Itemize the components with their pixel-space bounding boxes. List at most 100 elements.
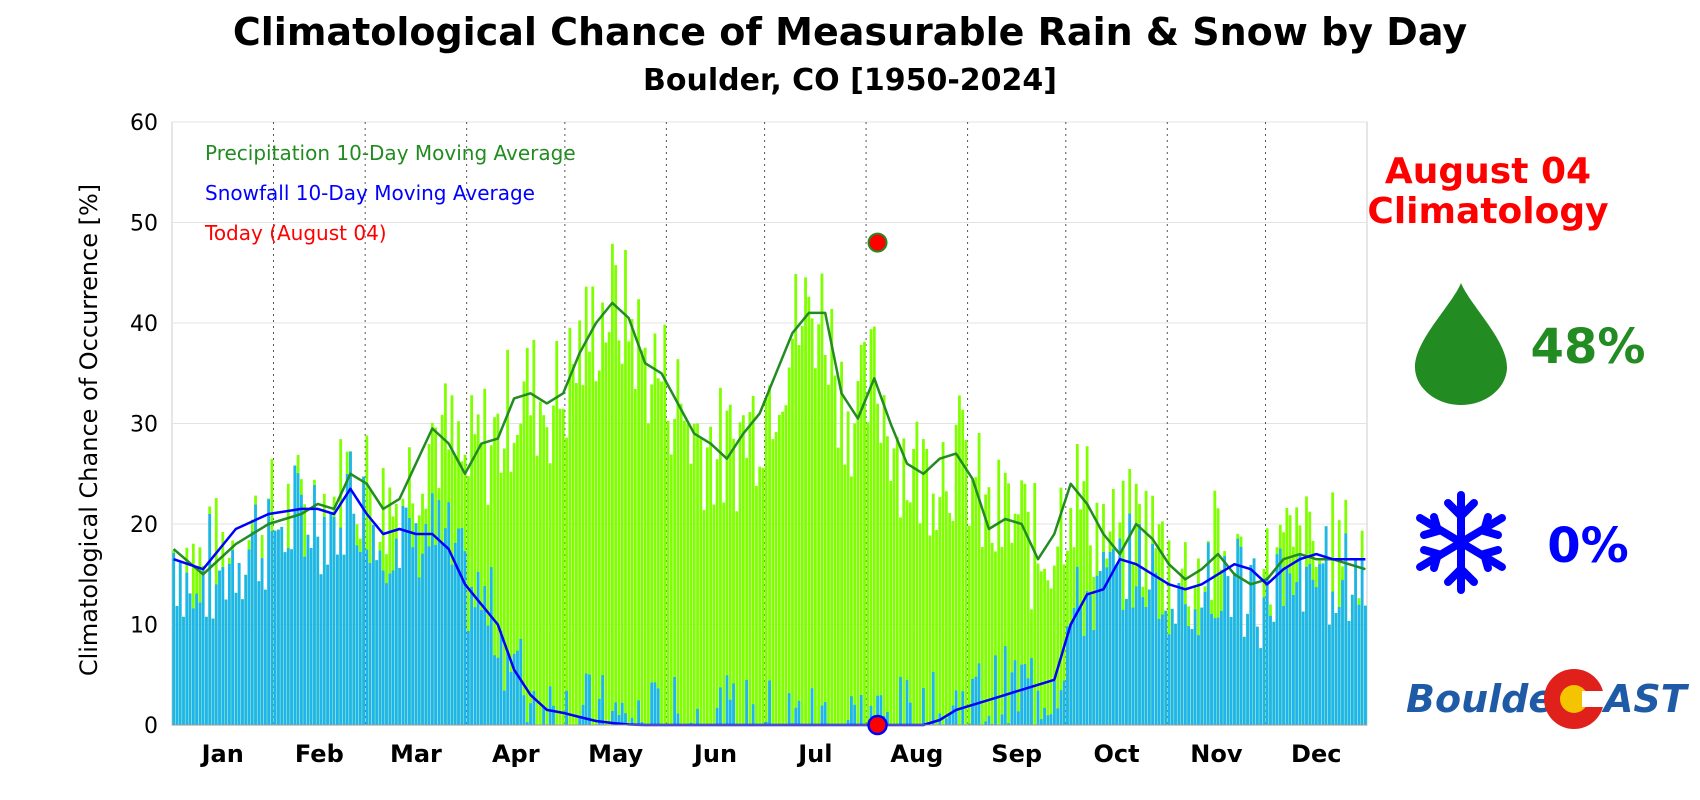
precip-bar (578, 320, 582, 725)
precip-bar (823, 354, 827, 725)
snow-bar (1324, 526, 1328, 725)
axis-layer: 0 10 20 30 40 50 60 Jan Feb Mar Apr May Jun Jul Aug Sep… (130, 111, 1367, 768)
snow-bar (617, 715, 621, 725)
snow-bar (1010, 672, 1014, 725)
precip-bar (892, 448, 896, 725)
snow-bar (1219, 610, 1223, 725)
precip-bar (591, 286, 595, 725)
precip-bar (935, 530, 938, 725)
y-tick-label: 30 (130, 413, 158, 438)
snow-bar (241, 599, 244, 725)
snow-bar (1350, 594, 1354, 725)
snow-bar (381, 570, 385, 725)
precip-bar (692, 423, 696, 725)
precip-bar (987, 487, 991, 725)
precip-bar (470, 395, 474, 725)
snow-bar (1174, 623, 1177, 725)
precip-bar (493, 417, 496, 725)
precip-bar (997, 459, 1001, 725)
snow-bar (408, 518, 411, 725)
precip-bar (709, 426, 713, 725)
precip-bar (800, 325, 804, 725)
snow-bar (414, 523, 418, 725)
snow-bar (208, 513, 212, 725)
snow-bar (1210, 613, 1213, 725)
precip-bar (538, 401, 542, 725)
precip-bar (516, 434, 519, 725)
snow-bar (460, 528, 464, 725)
snow-bar (480, 610, 483, 725)
snow-bar (1262, 597, 1266, 725)
snow-bar (342, 554, 346, 725)
precip-bar (994, 551, 997, 725)
precip-bar (676, 359, 680, 725)
snow-bar (476, 571, 480, 725)
precip-bar (853, 423, 857, 725)
y-tick-label: 10 (130, 614, 158, 639)
precip-bar (889, 480, 893, 725)
snow-bar (637, 700, 640, 725)
snow-bar (352, 513, 356, 725)
precip-bar (948, 512, 952, 725)
snow-bar (172, 553, 176, 725)
panel-heading-label: Climatology (1367, 191, 1608, 232)
precip-bar (895, 436, 899, 725)
snow-bar (725, 675, 729, 725)
snow-bar (859, 694, 863, 725)
snow-bar (1089, 595, 1092, 725)
snow-bar (358, 552, 362, 725)
snow-bar (532, 690, 536, 725)
precip-bar (584, 286, 588, 725)
precip-bar (886, 436, 889, 725)
snow-bar (1360, 559, 1364, 725)
today-markers (867, 232, 888, 736)
snow-bar (676, 713, 680, 725)
x-tick-label: May (588, 740, 643, 768)
snow-bar (502, 690, 506, 725)
precip-bar (627, 341, 631, 725)
precip-bar (1052, 565, 1056, 725)
precip-bar (466, 476, 470, 725)
snow-bar (1157, 618, 1161, 725)
precip-bar (1082, 481, 1086, 725)
snow-bar (1105, 567, 1109, 725)
precip-bar (604, 342, 608, 725)
snow-bar (751, 704, 755, 725)
precip-bar (1043, 568, 1046, 725)
snow-bar (1016, 711, 1020, 725)
snow-bar (1295, 582, 1299, 725)
precip-bar (745, 457, 749, 725)
precip-bar (764, 397, 768, 725)
snow-bar (1242, 636, 1246, 725)
snow-bar (463, 551, 467, 725)
precip-bar (545, 427, 549, 725)
precip-bar (1036, 563, 1040, 725)
snow-bar (244, 574, 248, 725)
precip-bar (836, 447, 840, 725)
snow-bar (948, 714, 952, 725)
chart-title: Climatological Chance of Measurable Rain… (233, 10, 1467, 54)
snow-bar (931, 671, 935, 725)
precip-bar (931, 493, 935, 725)
logo-text-ast: AST (1601, 677, 1690, 721)
precip-bar (548, 463, 552, 725)
precip-bar (696, 423, 699, 725)
snow-bar (1072, 608, 1076, 725)
precip-bar (611, 243, 614, 725)
snow-bar (620, 702, 624, 725)
snow-bar (1249, 564, 1253, 725)
snow-bar (185, 572, 189, 725)
snow-bar (1177, 583, 1181, 725)
snow-bar (322, 516, 326, 725)
snow-bar (1161, 614, 1164, 725)
legend: Precipitation 10-Day Moving Average Snowf… (204, 141, 576, 245)
snow-bar (205, 616, 208, 725)
precip-bar (810, 318, 814, 725)
snow-bar (516, 650, 519, 725)
snow-bar (611, 711, 614, 725)
precip-bar (771, 439, 775, 725)
snow-bar (548, 686, 552, 725)
snow-bar (365, 549, 369, 725)
snow-bar (1272, 621, 1276, 725)
precip-bar (1056, 546, 1060, 725)
